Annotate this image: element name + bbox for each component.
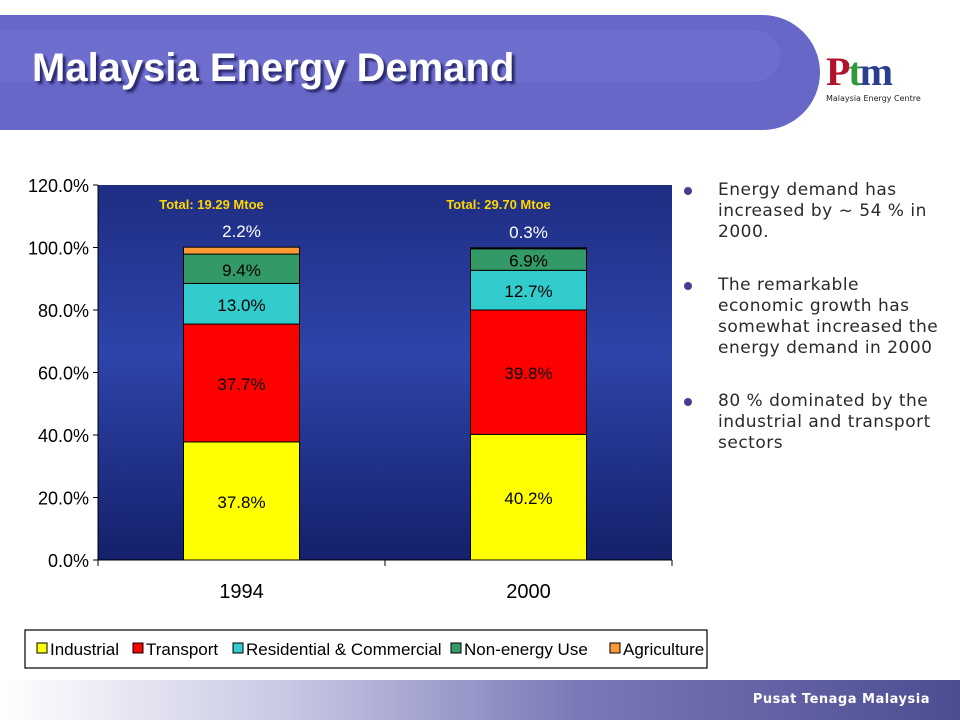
x-tick-label: 2000 (506, 581, 551, 603)
ptm-logo: Ptm Malaysia Energy Centre (826, 52, 946, 112)
bar-segment (470, 309, 587, 435)
title-banner-highlight (0, 30, 780, 82)
y-tick-label: 60.0% (38, 364, 89, 384)
logo-mark: Ptm (826, 49, 893, 94)
data-label: 13.0% (217, 296, 265, 315)
data-label: 40.2% (504, 489, 552, 508)
data-label: 0.3% (509, 223, 548, 242)
footer-text: Pusat Tenaga Malaysia (752, 692, 930, 707)
bullet-list: Energy demand has increased by ~ 54 % in… (680, 180, 940, 475)
legend-label: Residential & Commercial (246, 640, 442, 659)
bar-segment (183, 441, 300, 561)
bullet-dot-icon (684, 187, 692, 195)
bar-segment (183, 246, 300, 255)
x-tick-label: 1994 (219, 581, 264, 603)
total-annotation: Total: 29.70 Mtoe (446, 197, 551, 212)
total-annotation: Total: 19.29 Mtoe (159, 197, 264, 212)
bullet-text: Energy demand has increased by ~ 54 % in… (718, 180, 927, 242)
logo-caption: Malaysia Energy Centre (826, 94, 921, 103)
y-tick-label: 0.0% (48, 551, 89, 571)
legend-swatch (132, 642, 144, 654)
bar-segment (183, 323, 300, 443)
y-tick-label: 20.0% (38, 489, 89, 509)
legend-swatch (232, 642, 244, 654)
legend-label: Non-energy Use (464, 640, 588, 659)
bullet-item: 80 % dominated by the industrial and tra… (680, 391, 940, 454)
y-tick-label: 100.0% (28, 239, 89, 259)
y-tick-label: 40.0% (38, 426, 89, 446)
bullet-text: 80 % dominated by the industrial and tra… (718, 391, 931, 453)
data-label: 6.9% (509, 252, 548, 271)
data-label: 37.7% (217, 375, 265, 394)
legend-swatch (450, 642, 462, 654)
legend-swatch (36, 642, 48, 654)
bullet-dot-icon (684, 398, 692, 406)
bar-segment (470, 433, 587, 561)
bar-segment (470, 269, 587, 311)
y-tick-label: 80.0% (38, 301, 89, 321)
legend-label: Industrial (50, 640, 119, 659)
legend-label: Transport (146, 640, 218, 659)
bullet-item: The remarkable economic growth has somew… (680, 275, 940, 359)
data-label: 39.8% (504, 364, 552, 383)
bar-segment (470, 247, 587, 250)
bullet-text: The remarkable economic growth has somew… (718, 275, 939, 358)
bullet-item: Energy demand has increased by ~ 54 % in… (680, 180, 940, 243)
data-label: 37.8% (217, 493, 265, 512)
legend-swatch (609, 642, 621, 654)
bullet-dot-icon (684, 282, 692, 290)
footer-bar: Pusat Tenaga Malaysia (0, 680, 960, 720)
data-label: 9.4% (222, 261, 261, 280)
legend-label: Agriculture (623, 640, 704, 659)
slide-title: Malaysia Energy Demand (32, 46, 515, 90)
data-label: 12.7% (504, 282, 552, 301)
energy-demand-chart: 0.0% 20.0% 40.0% 60.0% 80.0% 100.0% 120.0% 37.8… (24, 176, 708, 669)
y-tick-label: 120.0% (28, 176, 89, 196)
data-label: 2.2% (222, 222, 261, 241)
